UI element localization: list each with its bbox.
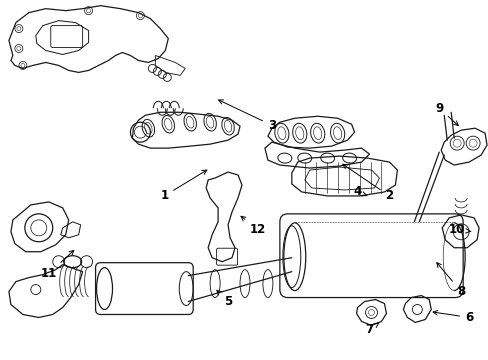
Text: 8: 8 <box>436 263 465 298</box>
Text: 12: 12 <box>241 216 265 236</box>
Text: 10: 10 <box>448 223 470 236</box>
Text: 6: 6 <box>432 311 472 324</box>
Text: 4: 4 <box>353 185 366 198</box>
Text: 11: 11 <box>41 250 74 280</box>
Text: 2: 2 <box>342 164 393 202</box>
Text: 7: 7 <box>365 323 378 336</box>
Text: 3: 3 <box>218 100 275 132</box>
Text: 1: 1 <box>160 170 206 202</box>
Text: 5: 5 <box>216 290 232 308</box>
Text: 9: 9 <box>434 102 457 126</box>
